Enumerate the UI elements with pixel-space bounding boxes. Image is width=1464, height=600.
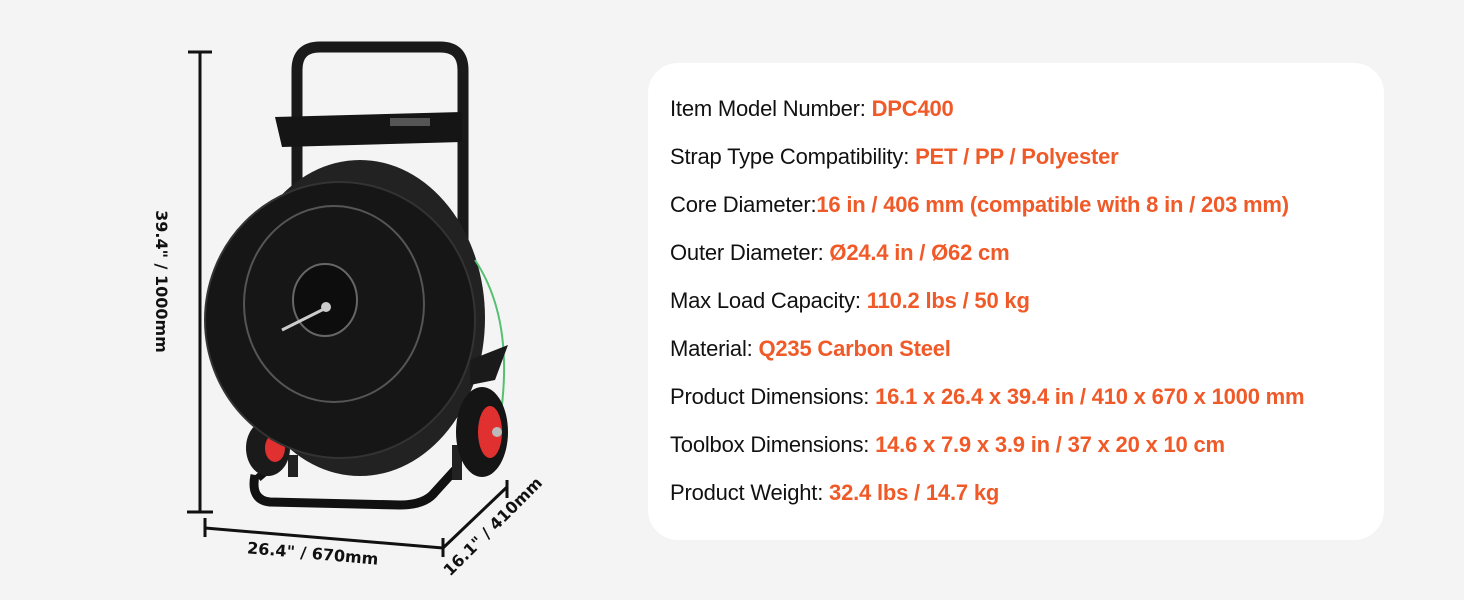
- spec-value: 14.6 x 7.9 x 3.9 in / 37 x 20 x 10 cm: [875, 432, 1225, 457]
- spec-max-load: Max Load Capacity: 110.2 lbs / 50 kg: [670, 288, 1030, 314]
- spec-value: PET / PP / Polyester: [915, 144, 1119, 169]
- spec-label: Product Dimensions:: [670, 384, 876, 409]
- spec-toolbox-dimensions: Toolbox Dimensions: 14.6 x 7.9 x 3.9 in …: [670, 432, 1225, 458]
- spec-material: Material: Q235 Carbon Steel: [670, 336, 951, 362]
- height-dimension-label: 39.4" / 1000mm: [151, 210, 171, 353]
- toolbox: [275, 112, 462, 147]
- spec-product-dimensions: Product Dimensions: 16.1 x 26.4 x 39.4 i…: [670, 384, 1305, 410]
- spec-product-weight: Product Weight: 32.4 lbs / 14.7 kg: [670, 480, 999, 506]
- base-frame: [249, 466, 459, 510]
- strapping-cart-image: [187, 41, 509, 557]
- spec-value: 16.1 x 26.4 x 39.4 in / 410 x 670 x 1000…: [875, 384, 1305, 409]
- spec-core-diameter: Core Diameter:16 in / 406 mm (compatible…: [670, 192, 1289, 218]
- spec-value: Ø24.4 in / Ø62 cm: [829, 240, 1010, 265]
- height-dimension-line: [187, 50, 213, 514]
- spec-strap-type: Strap Type Compatibility: PET / PP / Pol…: [670, 144, 1119, 170]
- spec-value: 110.2 lbs / 50 kg: [866, 288, 1030, 313]
- depth-dimension-line: [441, 480, 509, 550]
- spec-label: Strap Type Compatibility:: [670, 144, 916, 169]
- spec-label: Outer Diameter:: [670, 240, 830, 265]
- spec-label: Material:: [670, 336, 759, 361]
- spec-value: 32.4 lbs / 14.7 kg: [829, 480, 1000, 505]
- spec-label: Core Diameter:: [670, 192, 817, 217]
- spec-outer-diameter: Outer Diameter: Ø24.4 in / Ø62 cm: [670, 240, 1010, 266]
- spec-value: 16 in / 406 mm (compatible with 8 in / 2…: [816, 192, 1289, 217]
- spec-label: Item Model Number:: [670, 96, 872, 121]
- spec-value: Q235 Carbon Steel: [758, 336, 951, 361]
- spec-label: Toolbox Dimensions:: [670, 432, 876, 457]
- spec-card: Item Model Number: DPC400 Strap Type Com…: [648, 63, 1384, 540]
- handle-frame: [291, 41, 469, 430]
- spec-label: Max Load Capacity:: [670, 288, 867, 313]
- spec-label: Product Weight:: [670, 480, 830, 505]
- spec-model-number: Item Model Number: DPC400: [670, 96, 954, 122]
- spec-value: DPC400: [871, 96, 954, 121]
